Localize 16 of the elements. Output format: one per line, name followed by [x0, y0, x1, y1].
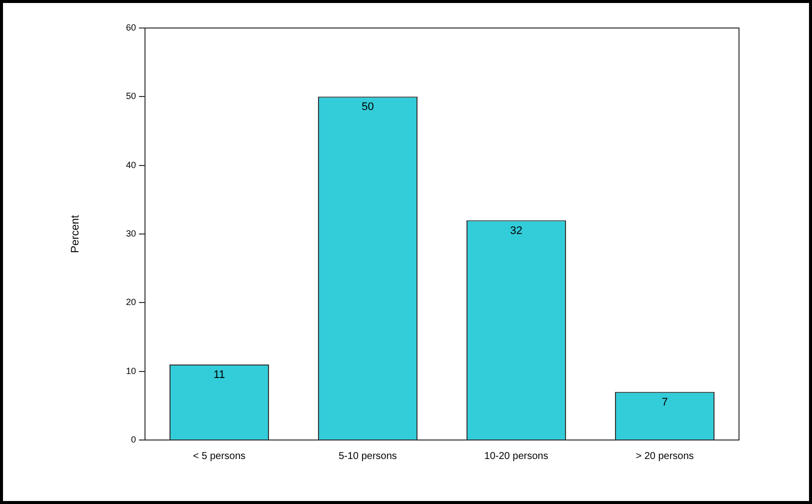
y-tick-label: 60 — [126, 22, 136, 32]
x-tick-label: > 20 persons — [636, 450, 694, 462]
data-label: 32 — [510, 224, 522, 237]
y-tick-label: 50 — [126, 91, 136, 102]
y-axis-title: Percent — [70, 215, 82, 253]
x-tick-label: 5-10 persons — [338, 450, 397, 462]
y-tick-label: 0 — [130, 434, 136, 444]
data-label: 50 — [362, 101, 374, 114]
y-tick-label: 30 — [126, 228, 136, 238]
data-label: 11 — [214, 369, 225, 381]
y-tick-label: 20 — [126, 297, 136, 308]
x-tick-label: < 5 persons — [192, 450, 246, 462]
y-tick-label: 10 — [126, 366, 136, 376]
data-label: 7 — [662, 396, 668, 408]
y-tick-label: 40 — [126, 160, 136, 170]
x-tick-label: 10-20 persons — [484, 450, 548, 462]
